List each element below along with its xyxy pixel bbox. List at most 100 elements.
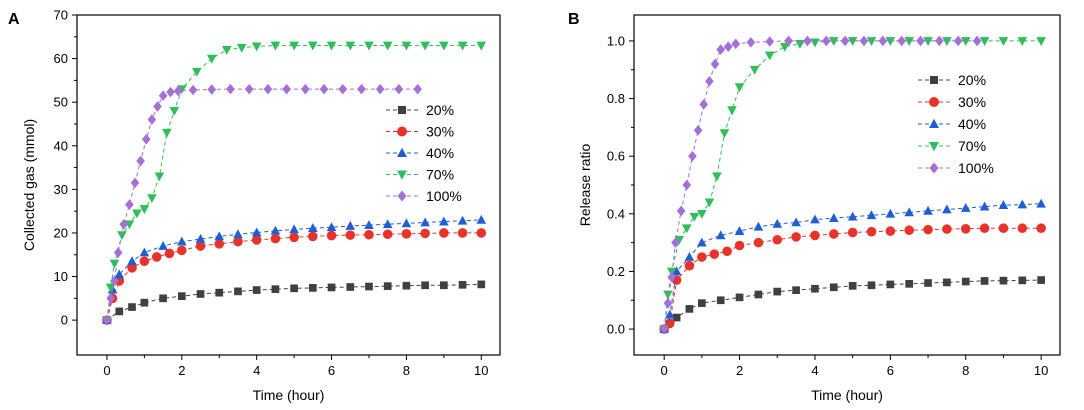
data-point (734, 226, 745, 235)
y-tick-label: 20 (54, 225, 68, 240)
data-point (110, 275, 119, 287)
y-tick-label: 40 (54, 138, 68, 153)
data-point (866, 226, 877, 237)
data-point (153, 101, 162, 112)
panel-letter: B (568, 11, 580, 28)
data-point (904, 225, 915, 236)
series-100-percent (102, 83, 422, 326)
data-point (979, 201, 990, 211)
data-point (999, 276, 1008, 285)
legend-label: 20% (426, 102, 454, 118)
data-point (943, 278, 951, 287)
data-point (106, 293, 116, 304)
data-point (147, 114, 157, 125)
legend-label: 30% (958, 94, 986, 110)
data-point (764, 51, 775, 61)
data-point (263, 83, 273, 95)
data-point (226, 83, 235, 95)
legend-label: 70% (426, 167, 454, 183)
data-point (671, 237, 680, 248)
data-point (916, 35, 925, 47)
data-point (734, 240, 745, 251)
data-point (188, 84, 198, 96)
data-point (897, 35, 906, 47)
data-point (206, 54, 217, 64)
data-point (998, 223, 1009, 234)
data-point (847, 227, 858, 238)
legend-marker (929, 162, 939, 174)
x-tick-label: 6 (887, 363, 894, 378)
series-30-percent (102, 228, 487, 325)
data-point (244, 83, 254, 95)
data-point (792, 286, 800, 295)
data-point (754, 290, 763, 299)
legend-label: 40% (426, 145, 454, 161)
data-point (215, 288, 224, 297)
data-point (716, 44, 726, 55)
data-point (141, 133, 151, 145)
data-point (124, 220, 135, 230)
data-point (270, 225, 281, 235)
y-axis-title: Release ratio (577, 144, 593, 227)
data-point (960, 203, 971, 212)
data-point (166, 86, 175, 98)
data-point (942, 37, 952, 46)
y-tick-label: 70 (54, 8, 68, 23)
data-point (953, 35, 963, 47)
x-tick-label: 10 (474, 363, 488, 378)
y-tick-label: 0.4 (607, 206, 625, 221)
data-point (113, 247, 123, 258)
series-line (663, 40, 1042, 330)
data-point (319, 83, 329, 95)
series-line (663, 203, 1042, 330)
data-point (709, 249, 720, 259)
data-point (727, 106, 737, 116)
data-point (697, 237, 707, 247)
data-point (221, 46, 232, 55)
series-30-percent (659, 223, 1046, 334)
data-point (119, 218, 129, 230)
x-tick-label: 6 (328, 363, 335, 378)
data-point (685, 305, 694, 313)
data-point (979, 223, 990, 234)
data-point (840, 35, 850, 47)
data-point (301, 83, 310, 95)
y-axis-title: Collected gas (mmol) (21, 119, 37, 251)
series-40-percent (659, 198, 1046, 333)
data-point (667, 271, 677, 283)
data-point (749, 65, 760, 75)
series-100-percent (659, 35, 982, 335)
data-point (271, 285, 280, 294)
x-tick-label: 4 (253, 363, 260, 378)
data-point (173, 85, 183, 97)
y-tick-label: 0 (61, 313, 68, 328)
series-line (106, 219, 482, 321)
data-point (440, 281, 448, 290)
data-point (477, 280, 486, 289)
data-point (345, 41, 356, 51)
data-point (905, 279, 914, 288)
x-axis-title: Time (hour) (811, 387, 883, 403)
data-point (401, 229, 412, 239)
data-point (289, 232, 299, 243)
legend-entry: 100% (386, 188, 462, 204)
data-point (829, 229, 839, 239)
data-point (659, 323, 669, 335)
legend-entry: 100% (918, 160, 994, 176)
y-tick-label: 30 (54, 182, 68, 197)
data-point (765, 36, 775, 47)
data-point (904, 37, 915, 46)
legend-label: 20% (958, 72, 986, 88)
data-point (682, 179, 692, 191)
series-20-percent (660, 276, 1045, 333)
data-point (866, 210, 877, 220)
data-point (233, 236, 243, 247)
data-point (345, 230, 356, 240)
data-point (214, 231, 225, 241)
data-point (326, 41, 337, 51)
data-point (326, 230, 337, 241)
data-point (663, 297, 673, 309)
data-point (689, 212, 700, 222)
data-point (158, 90, 168, 101)
data-point (102, 314, 112, 326)
